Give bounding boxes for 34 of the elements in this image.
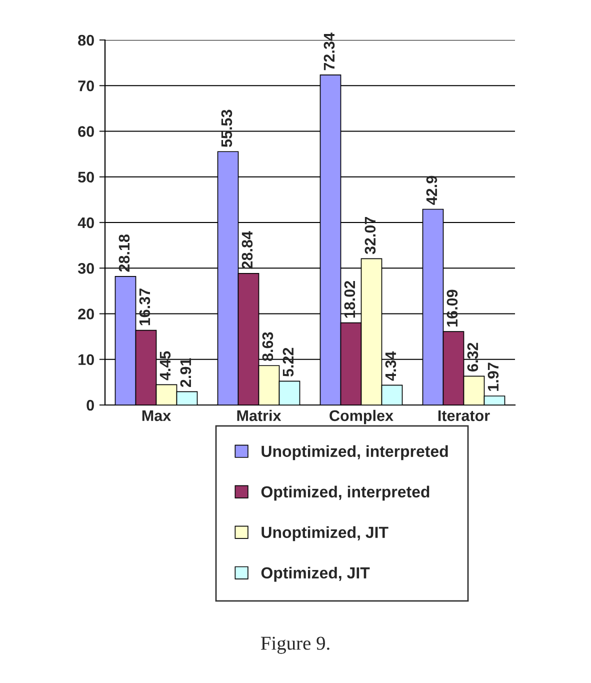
data-label: 4.45: [160, 351, 171, 380]
data-label: 32.07: [364, 216, 376, 254]
y-tick-label: 10: [78, 354, 94, 366]
data-label: 28.84: [242, 231, 253, 269]
y-tick-label: 30: [78, 262, 94, 274]
data-label: 2.91: [180, 358, 192, 388]
legend-label: Optimized, interpreted: [261, 486, 430, 501]
x-tick-label: Complex: [330, 410, 394, 424]
legend-label: Unoptimized, interpreted: [262, 445, 448, 460]
y-tick-label: 40: [78, 217, 94, 228]
y-tick-label: 70: [78, 80, 94, 92]
y-tick-label: 80: [78, 34, 94, 46]
data-label: 8.63: [262, 332, 274, 361]
legend-label: Unoptimized, JIT: [262, 526, 388, 542]
data-label: 16.09: [446, 290, 458, 326]
data-label: 5.22: [282, 348, 294, 377]
data-label: 28.18: [118, 234, 130, 272]
data-label: 55.53: [221, 110, 232, 148]
y-tick-label: 60: [78, 126, 94, 137]
y-tick-label: 0: [86, 400, 94, 411]
caption: Figure 9.: [260, 636, 330, 654]
data-label: 42.9: [426, 176, 438, 205]
x-tick-label: Max: [142, 410, 171, 422]
y-tick-label: 20: [78, 308, 94, 320]
data-label: 72.34: [324, 32, 335, 70]
data-label: 18.02: [344, 280, 356, 318]
x-tick-label: Matrix: [237, 410, 282, 422]
data-label: 4.34: [385, 351, 396, 381]
legend-label: Optimized, JIT: [261, 566, 370, 582]
data-label: 1.97: [488, 362, 499, 391]
x-tick-label: Iterator: [438, 410, 490, 422]
data-label: 16.37: [139, 288, 150, 326]
y-tick-label: 50: [78, 172, 94, 183]
data-label: 6.32: [467, 342, 478, 372]
